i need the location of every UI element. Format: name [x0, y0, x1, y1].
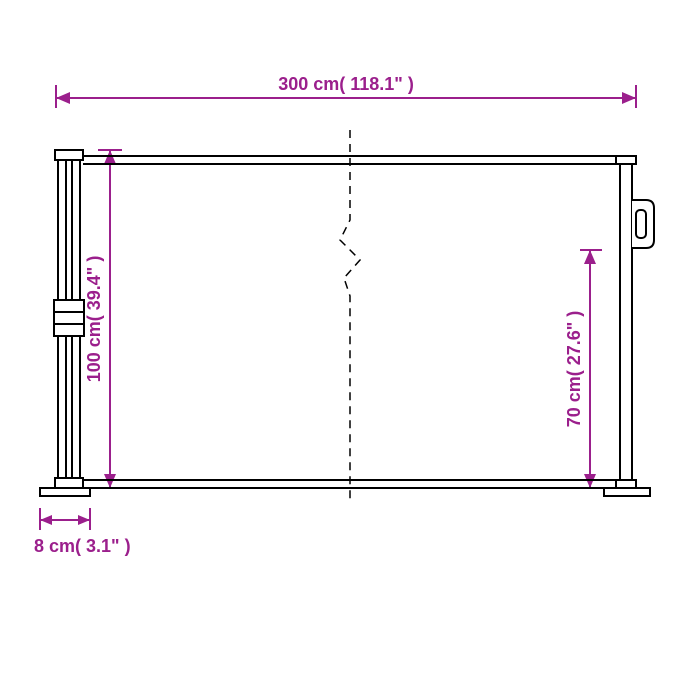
product-outline [40, 130, 654, 500]
dimension-diagram: 300 cm( 118.1" ) 100 cm( 39.4" ) 70 cm( … [0, 0, 700, 700]
height-dimension: 100 cm( 39.4" ) [84, 150, 122, 488]
base-width-label: 8 cm( 3.1" ) [34, 536, 131, 556]
left-post [40, 150, 90, 496]
width-dimension: 300 cm( 118.1" ) [56, 74, 636, 108]
height-label: 100 cm( 39.4" ) [84, 256, 104, 383]
handle-icon [632, 200, 654, 248]
width-label: 300 cm( 118.1" ) [278, 74, 414, 94]
base-width-dimension: 8 cm( 3.1" ) [34, 508, 131, 556]
handle-height-label: 70 cm( 27.6" ) [564, 311, 584, 428]
break-line [340, 130, 360, 500]
handle-height-dimension: 70 cm( 27.6" ) [564, 250, 602, 488]
right-post [604, 156, 654, 496]
